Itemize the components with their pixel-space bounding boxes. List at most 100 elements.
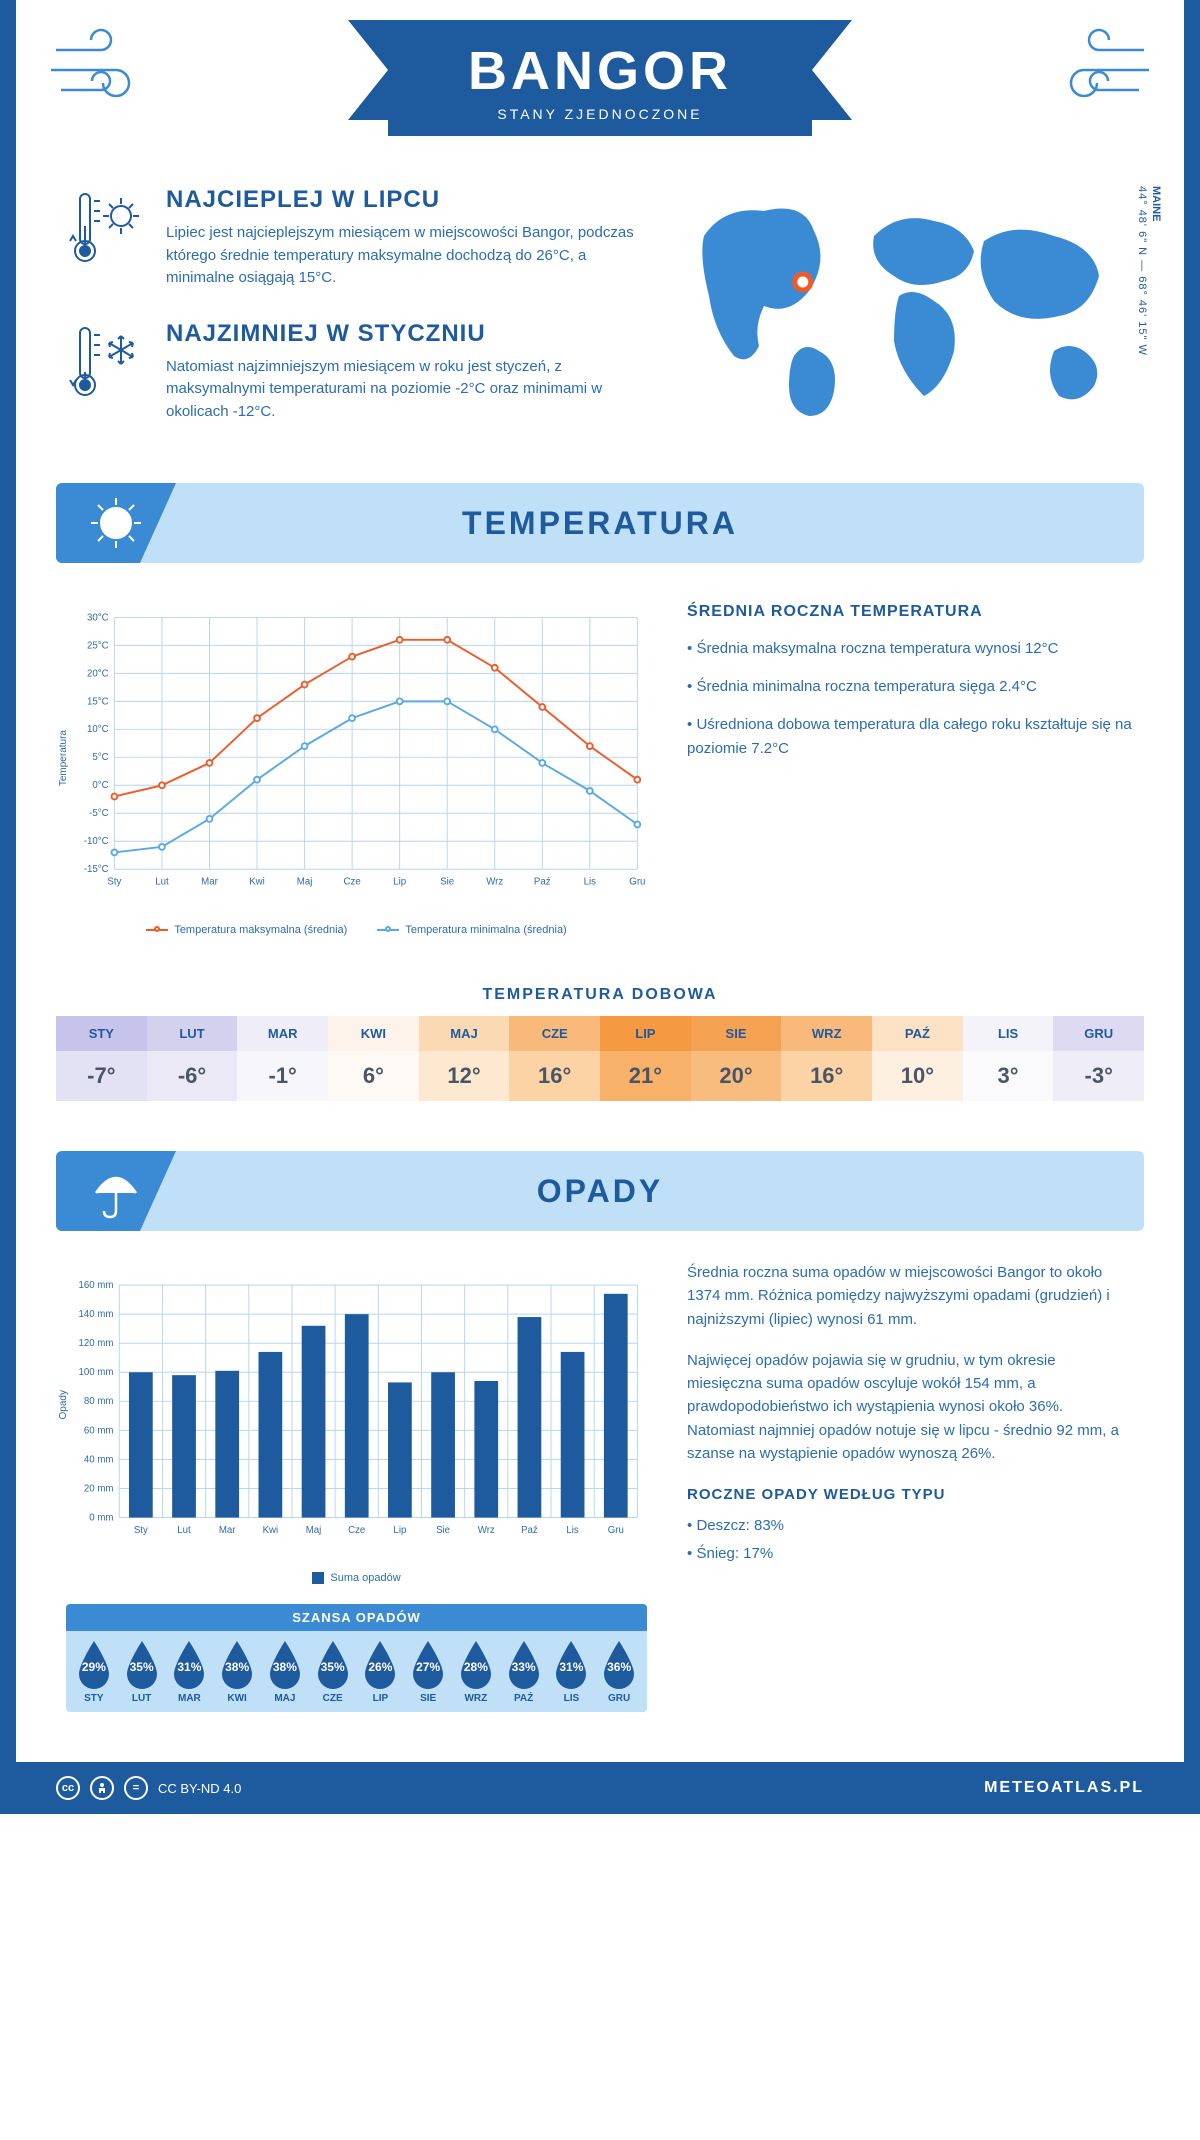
daily-temp-value: 12°: [419, 1051, 510, 1101]
chance-month-label: MAR: [166, 1693, 214, 1704]
raindrop-icon: 33%: [504, 1639, 544, 1689]
intro-text-column: NAJCIEPLEJ W LIPCU Lipiec jest najcieple…: [66, 186, 634, 453]
precip-y-axis-label: Opady: [58, 1390, 69, 1419]
chance-month-label: SIE: [404, 1693, 452, 1704]
temperature-section-header: TEMPERATURA: [56, 483, 1144, 563]
svg-text:Sie: Sie: [440, 877, 454, 888]
daily-month-label: WRZ: [781, 1016, 872, 1051]
svg-text:Paź: Paź: [534, 877, 551, 888]
daily-temp-cell: LUT -6°: [147, 1016, 238, 1101]
chance-cell: 28% WRZ: [452, 1639, 500, 1704]
temperature-chart: Temperatura -15°C-10°C-5°C0°C5°C10°C15°C…: [66, 593, 647, 936]
chance-cell: 35% LUT: [118, 1639, 166, 1704]
chance-month-label: WRZ: [452, 1693, 500, 1704]
temperature-title: TEMPERATURA: [462, 505, 738, 542]
svg-text:25°C: 25°C: [87, 640, 109, 651]
thermometer-sun-icon: [66, 186, 146, 290]
daily-month-label: LIS: [963, 1016, 1054, 1051]
daily-temp-value: 20°: [691, 1051, 782, 1101]
svg-text:Maj: Maj: [306, 1525, 322, 1536]
svg-text:Wrz: Wrz: [486, 877, 503, 888]
daily-temp-cell: MAR -1°: [237, 1016, 328, 1101]
svg-text:Sty: Sty: [107, 877, 121, 888]
chance-month-label: LIP: [357, 1693, 405, 1704]
chance-cell: 33% PAŹ: [500, 1639, 548, 1704]
chance-cell: 38% MAJ: [261, 1639, 309, 1704]
daily-month-label: SIE: [691, 1016, 782, 1051]
svg-text:0°C: 0°C: [92, 780, 108, 791]
temperature-line-chart: -15°C-10°C-5°C0°C5°C10°C15°C20°C25°C30°C…: [66, 593, 647, 913]
raindrop-icon: 26%: [360, 1639, 400, 1689]
raindrop-icon: 36%: [599, 1639, 639, 1689]
raindrop-icon: 28%: [456, 1639, 496, 1689]
region-label: MAINE: [1150, 186, 1162, 221]
svg-text:-10°C: -10°C: [84, 836, 109, 847]
daily-temp-cell: PAŹ 10°: [872, 1016, 963, 1101]
precipitation-bar-chart: 0 mm20 mm40 mm60 mm80 mm100 mm120 mm140 …: [66, 1261, 647, 1561]
daily-temp-cell: GRU -3°: [1053, 1016, 1144, 1101]
chance-value: 28%: [464, 1660, 488, 1674]
chance-value: 35%: [321, 1660, 345, 1674]
annual-temp-bullet: • Średnia maksymalna roczna temperatura …: [687, 637, 1134, 661]
annual-temp-bullet: • Średnia minimalna roczna temperatura s…: [687, 675, 1134, 699]
precipitation-section-header: OPADY: [56, 1151, 1144, 1231]
temperature-summary: ŚREDNIA ROCZNA TEMPERATURA • Średnia mak…: [687, 593, 1134, 936]
annual-temp-bullet: • Uśredniona dobowa temperatura dla całe…: [687, 713, 1134, 761]
temperature-legend: Temperatura maksymalna (średnia)Temperat…: [66, 924, 647, 936]
precipitation-left-column: Opady 0 mm20 mm40 mm60 mm80 mm100 mm120 …: [66, 1261, 647, 1712]
daily-month-label: MAJ: [419, 1016, 510, 1051]
chance-month-label: LIS: [548, 1693, 596, 1704]
svg-text:Wrz: Wrz: [478, 1525, 495, 1536]
chance-value: 26%: [368, 1660, 392, 1674]
daily-temp-heading: TEMPERATURA DOBOWA: [16, 986, 1184, 1004]
raindrop-icon: 38%: [217, 1639, 257, 1689]
svg-text:Cze: Cze: [348, 1525, 365, 1536]
daily-temp-cell: LIS 3°: [963, 1016, 1054, 1101]
svg-text:120 mm: 120 mm: [78, 1338, 113, 1349]
daily-month-label: CZE: [509, 1016, 600, 1051]
raindrop-icon: 35%: [313, 1639, 353, 1689]
raindrop-icon: 31%: [169, 1639, 209, 1689]
svg-text:20°C: 20°C: [87, 668, 109, 679]
daily-temp-cell: KWI 6°: [328, 1016, 419, 1101]
chance-value: 27%: [416, 1660, 440, 1674]
chance-cell: 31% LIS: [548, 1639, 596, 1704]
wind-swirl-icon: [46, 20, 146, 125]
daily-temp-value: 3°: [963, 1051, 1054, 1101]
precip-type-item: • Śnieg: 17%: [687, 1542, 1134, 1565]
world-map-svg: [674, 186, 1134, 426]
chance-cell: 29% STY: [70, 1639, 118, 1704]
chance-cell: 35% CZE: [309, 1639, 357, 1704]
precip-legend-label: Suma opadów: [330, 1572, 400, 1584]
svg-text:140 mm: 140 mm: [78, 1309, 113, 1320]
chance-value: 31%: [559, 1660, 583, 1674]
chance-value: 38%: [273, 1660, 297, 1674]
page-header: BANGOR STANY ZJEDNOCZONE: [16, 0, 1184, 146]
svg-text:30°C: 30°C: [87, 612, 109, 623]
daily-month-label: LIP: [600, 1016, 691, 1051]
temp-y-axis-label: Temperatura: [58, 730, 69, 786]
daily-temp-value: 6°: [328, 1051, 419, 1101]
chance-cell: 27% SIE: [404, 1639, 452, 1704]
chance-month-label: GRU: [595, 1693, 643, 1704]
sun-section-icon: [56, 483, 176, 563]
precipitation-text-column: Średnia roczna suma opadów w miejscowośc…: [687, 1261, 1134, 1712]
chance-value: 29%: [82, 1660, 106, 1674]
site-name: METEOATLAS.PL: [984, 1779, 1144, 1797]
precip-by-type-heading: ROCZNE OPADY WEDŁUG TYPU: [687, 1483, 1134, 1506]
svg-text:5°C: 5°C: [92, 752, 108, 763]
chance-title: SZANSA OPADÓW: [66, 1604, 647, 1631]
svg-text:100 mm: 100 mm: [78, 1367, 113, 1378]
svg-text:Lip: Lip: [393, 877, 406, 888]
svg-text:Mar: Mar: [201, 877, 218, 888]
coordinates-label: 44° 48' 6" N — 68° 46' 15" W: [1136, 186, 1148, 356]
chance-value: 35%: [130, 1660, 154, 1674]
daily-temp-cell: WRZ 16°: [781, 1016, 872, 1101]
annual-temp-heading: ŚREDNIA ROCZNA TEMPERATURA: [687, 603, 1134, 621]
svg-text:15°C: 15°C: [87, 696, 109, 707]
chance-cell: 26% LIP: [357, 1639, 405, 1704]
page-footer: cc = CC BY-ND 4.0 METEOATLAS.PL: [16, 1762, 1184, 1814]
svg-text:Mar: Mar: [219, 1525, 236, 1536]
daily-month-label: KWI: [328, 1016, 419, 1051]
world-map: 44° 48' 6" N — 68° 46' 15" W MAINE: [674, 186, 1134, 453]
